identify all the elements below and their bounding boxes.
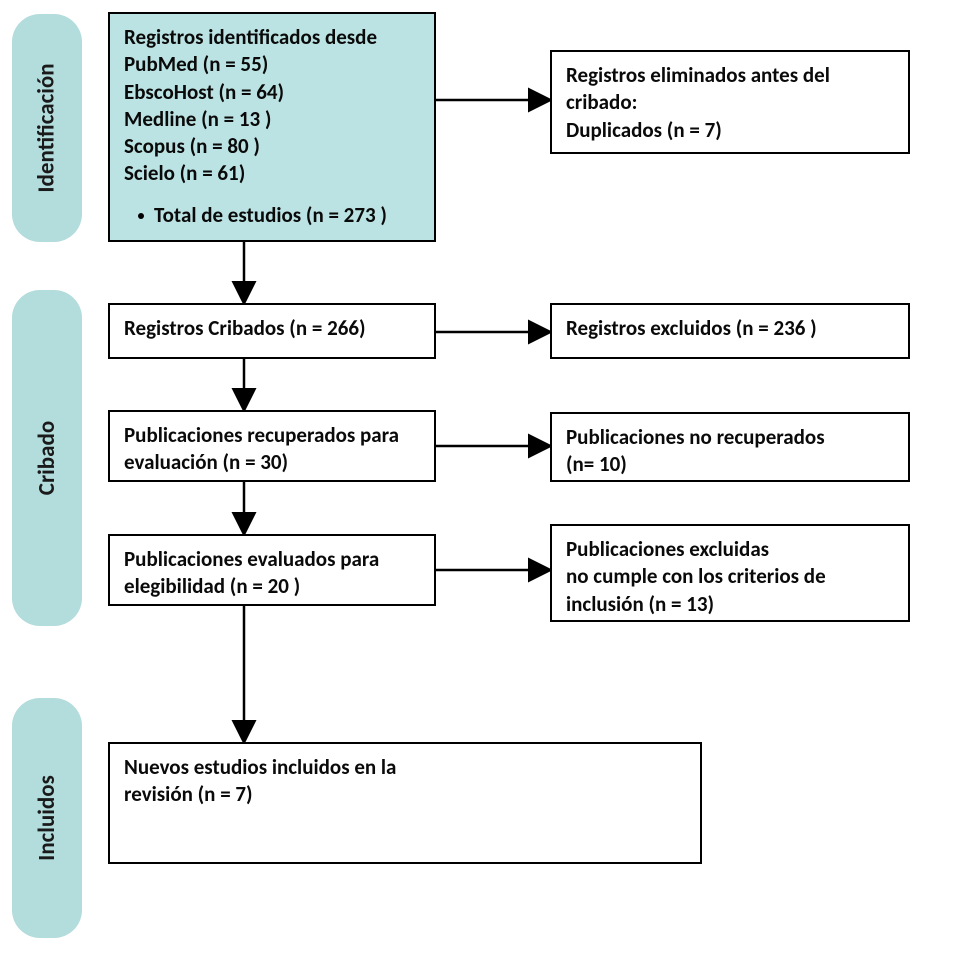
stage-text: Cribado — [33, 421, 61, 495]
flow-node-screened: Registros Cribados (n = 266) — [108, 303, 436, 359]
stage-label-incluidos: Incluidos — [12, 698, 82, 938]
flow-node-not_retrieved: Publicaciones no recuperados(n= 10) — [550, 412, 910, 482]
flow-node-excluded_criteria: Publicaciones excluidasno cumple con los… — [550, 524, 910, 622]
node-line: Registros Cribados (n = 266) — [124, 315, 420, 342]
node-line: Scopus (n = 80 ) — [124, 133, 420, 160]
node-line: evaluación (n = 30) — [124, 449, 420, 476]
flow-node-included: Nuevos estudios incluidos en larevisión … — [108, 742, 702, 864]
node-line: (n= 10) — [566, 451, 894, 478]
node-line: Publicaciones recuperados para — [124, 422, 420, 449]
node-line: Nuevos estudios incluidos en la — [124, 754, 686, 781]
flow-node-removed_before: Registros eliminados antes delcribado:Du… — [550, 50, 910, 154]
node-line: elegibilidad (n = 20 ) — [124, 573, 420, 600]
flow-node-retrieved: Publicaciones recuperados paraevaluación… — [108, 410, 436, 482]
bullet-text: Total de estudios (n = 273 ) — [154, 202, 387, 228]
node-line: Medline (n = 13 ) — [124, 106, 420, 133]
node-line: Registros excluidos (n = 236 ) — [566, 315, 894, 342]
stage-label-cribado: Cribado — [12, 290, 82, 626]
bullet-icon — [138, 213, 144, 219]
node-line: cribado: — [566, 89, 894, 116]
node-line: Publicaciones no recuperados — [566, 424, 894, 451]
stage-text: Identificación — [33, 63, 61, 192]
node-line: revisión (n = 7) — [124, 781, 686, 808]
node-line: Registros identificados desde — [124, 24, 420, 51]
node-line: inclusión (n = 13) — [566, 591, 894, 618]
node-line: Scielo (n = 61) — [124, 160, 420, 187]
node-line: Duplicados (n = 7) — [566, 117, 894, 144]
node-line: PubMed (n = 55) — [124, 51, 420, 78]
node-line: no cumple con los criterios de — [566, 563, 894, 590]
node-line: EbscoHost (n = 64) — [124, 79, 420, 106]
flow-node-assessed: Publicaciones evaluados paraelegibilidad… — [108, 534, 436, 606]
stage-text: Incluidos — [33, 775, 61, 861]
flow-node-excluded_screen: Registros excluidos (n = 236 ) — [550, 303, 910, 359]
node-bullet-line: Total de estudios (n = 273 ) — [124, 202, 420, 229]
node-line: Publicaciones excluidas — [566, 536, 894, 563]
stage-label-identificacion: Identificación — [12, 14, 82, 242]
node-line: Registros eliminados antes del — [566, 62, 894, 89]
node-line: Publicaciones evaluados para — [124, 546, 420, 573]
flow-node-identified: Registros identificados desdePubMed (n =… — [108, 12, 436, 242]
